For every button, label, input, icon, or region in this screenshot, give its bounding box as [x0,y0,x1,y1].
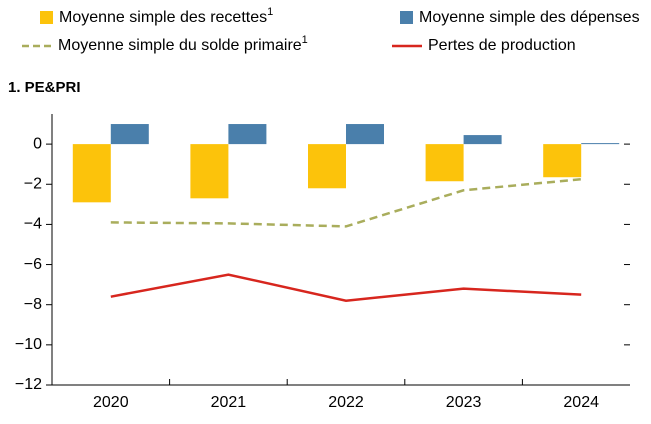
bar [110,124,149,145]
bar [543,144,582,178]
y-tick-label: −8 [24,296,42,313]
legend-entry: Moyenne simple des recettes1 [59,6,273,26]
x-tick-label: 2021 [211,394,247,411]
bar [228,124,267,145]
y-tick-label: −2 [24,175,42,192]
legend-label: Pertes de production [428,37,576,54]
chart-subtitle: 1. PE&PRI [8,79,81,96]
legend-entry: Moyenne simple des dépenses [419,9,640,26]
bar [190,144,229,199]
x-tick-label: 2023 [446,394,482,411]
legend-label: Moyenne simple des recettes [59,9,267,26]
bar [346,124,384,145]
y-tick-label: −4 [24,216,42,233]
legend-label: Moyenne simple des dépenses [419,9,640,26]
bar [308,144,346,189]
bar [425,144,464,182]
x-tick-label: 2020 [93,394,129,411]
legend-entry: Moyenne simple du solde primaire1 [58,34,308,54]
legend-swatch [40,11,53,24]
x-tick-label: 2022 [328,394,364,411]
x-tick-label: 2024 [563,394,599,411]
bar [463,135,502,145]
bar [72,144,111,203]
y-tick-label: 0 [33,135,42,152]
line [110,273,582,302]
legend-note: 1 [302,34,308,46]
line [110,177,582,228]
legend-swatch [400,11,413,24]
y-tick-label: −6 [24,256,42,273]
bar [581,143,620,145]
legend-entry: Pertes de production [428,37,576,54]
legend-label: Moyenne simple du solde primaire [58,37,302,54]
y-tick-label: −10 [15,336,42,353]
legend-note: 1 [267,6,273,18]
y-tick-label: −12 [15,376,42,393]
